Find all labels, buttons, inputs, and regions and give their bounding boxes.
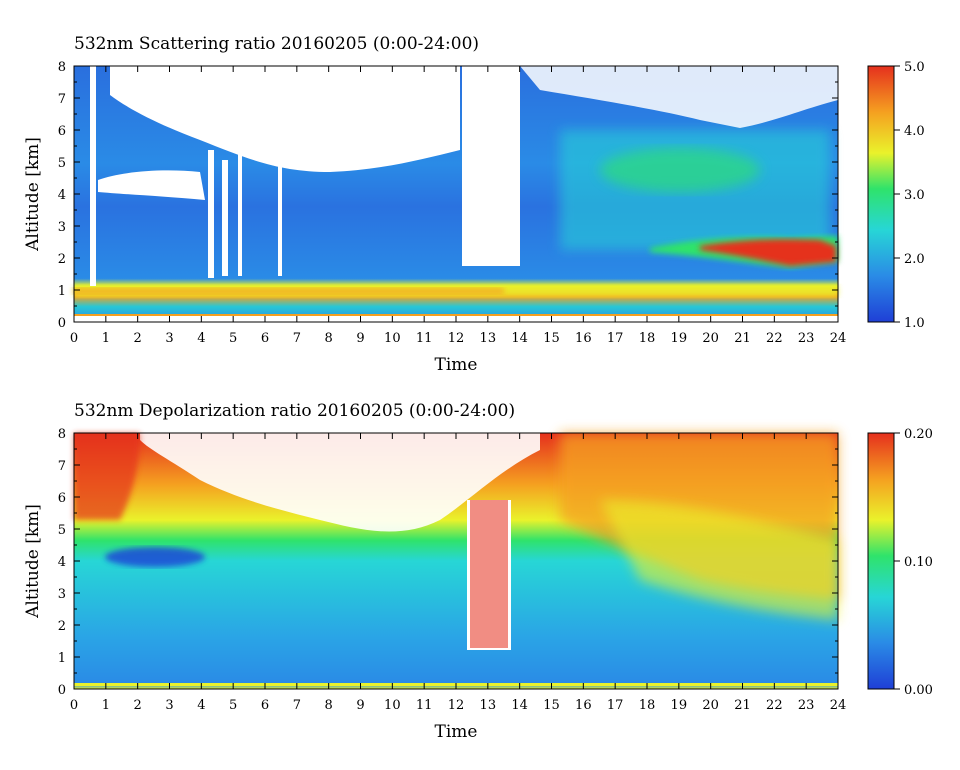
x-tick-label: 6	[261, 331, 269, 346]
x-tick-label: 9	[356, 331, 364, 346]
x-tick-label: 22	[766, 331, 783, 346]
panel-title: 532nm Depolarization ratio 20160205 (0:0…	[74, 401, 515, 421]
x-tick-label: 24	[830, 331, 847, 346]
x-tick-label: 2	[134, 698, 142, 713]
y-tick-label: 4	[58, 555, 66, 570]
colorbar-label: 1.0	[904, 316, 925, 331]
x-tick-label: 3	[165, 698, 173, 713]
y-tick-label: 5	[58, 523, 66, 538]
colorbar-label: 5.0	[904, 60, 925, 75]
colorbar-label: 0.10	[904, 555, 933, 570]
x-tick-label: 23	[798, 698, 815, 713]
x-tick-label: 21	[734, 331, 751, 346]
colorbar-label: 0.20	[904, 427, 933, 442]
x-tick-label: 18	[639, 331, 656, 346]
heatmap-plot-area	[74, 66, 838, 322]
colorbar: 0.00 0.10 0.20	[867, 427, 933, 698]
x-tick-label: 13	[480, 698, 497, 713]
x-tick-label: 20	[702, 331, 719, 346]
y-axis-ticks: 0 1 2 3 4 5 6 7 8	[58, 427, 838, 698]
x-tick-label: 4	[197, 698, 205, 713]
y-axis-label: Altitude [km]	[23, 504, 43, 619]
x-tick-label: 11	[416, 698, 433, 713]
x-tick-label: 13	[480, 331, 497, 346]
y-axis-ticks: 0 1 2 3 4 5 6 7 8	[58, 60, 838, 331]
y-tick-label: 4	[58, 188, 66, 203]
x-tick-label: 5	[229, 331, 237, 346]
x-tick-label: 4	[197, 331, 205, 346]
x-tick-label: 11	[416, 331, 433, 346]
x-tick-label: 19	[671, 698, 688, 713]
x-axis-ticks: 0 1 2 3 4 5 6 7 8 9 10 11 12 13 14 15 16 17 18 19 20 21 22 23 24	[70, 66, 846, 346]
x-tick-label: 7	[293, 698, 301, 713]
panel-depolarization-ratio: 532nm Depolarization ratio 20160205 (0:0…	[23, 401, 933, 742]
x-tick-label: 23	[798, 331, 815, 346]
y-tick-label: 2	[58, 619, 66, 634]
y-tick-label: 6	[58, 491, 66, 506]
y-tick-label: 1	[58, 284, 66, 299]
x-tick-label: 6	[261, 698, 269, 713]
x-tick-label: 21	[734, 698, 751, 713]
y-tick-label: 8	[58, 60, 66, 75]
x-tick-label: 0	[70, 331, 78, 346]
x-tick-label: 12	[448, 331, 465, 346]
panel-title: 532nm Scattering ratio 20160205 (0:00-24…	[74, 34, 479, 54]
colorbar-label: 4.0	[904, 124, 925, 139]
x-tick-label: 12	[448, 698, 465, 713]
x-axis-label: Time	[435, 355, 478, 375]
x-tick-label: 16	[575, 698, 592, 713]
panel-scattering-ratio: 532nm Scattering ratio 20160205 (0:00-24…	[23, 34, 925, 375]
x-tick-label: 8	[325, 331, 333, 346]
x-tick-label: 1	[102, 331, 110, 346]
x-tick-label: 5	[229, 698, 237, 713]
x-tick-label: 2	[134, 331, 142, 346]
x-tick-label: 7	[293, 331, 301, 346]
y-tick-label: 1	[58, 651, 66, 666]
y-tick-label: 8	[58, 427, 66, 442]
heatmap-plot-area	[74, 433, 838, 689]
y-tick-label: 0	[58, 316, 66, 331]
y-tick-label: 6	[58, 124, 66, 139]
x-tick-label: 0	[70, 698, 78, 713]
x-tick-label: 8	[325, 698, 333, 713]
x-tick-label: 19	[671, 331, 688, 346]
x-tick-label: 15	[543, 331, 560, 346]
x-tick-label: 3	[165, 331, 173, 346]
colorbar: 1.0 2.0 3.0 4.0 5.0	[867, 60, 925, 331]
x-axis-ticks: 0 1 2 3 4 5 6 7 8 9 10 11 12 13 14 15 16 17 18 19 20 21 22 23 24	[70, 433, 846, 713]
y-axis-label: Altitude [km]	[23, 137, 43, 252]
x-tick-label: 14	[511, 331, 528, 346]
x-tick-label: 17	[607, 698, 624, 713]
colorbar-label: 3.0	[904, 188, 925, 203]
y-tick-label: 3	[58, 220, 66, 235]
x-tick-label: 10	[384, 698, 401, 713]
x-tick-label: 9	[356, 698, 364, 713]
x-tick-label: 10	[384, 331, 401, 346]
x-tick-label: 15	[543, 698, 560, 713]
y-tick-label: 5	[58, 156, 66, 171]
x-tick-label: 20	[702, 698, 719, 713]
colorbar-label: 2.0	[904, 252, 925, 267]
x-tick-label: 18	[639, 698, 656, 713]
y-tick-label: 7	[58, 92, 66, 107]
x-axis-label: Time	[435, 722, 478, 742]
y-tick-label: 2	[58, 252, 66, 267]
x-tick-label: 17	[607, 331, 624, 346]
y-tick-label: 3	[58, 587, 66, 602]
x-tick-label: 14	[511, 698, 528, 713]
x-tick-label: 22	[766, 698, 783, 713]
x-tick-label: 1	[102, 698, 110, 713]
x-tick-label: 24	[830, 698, 847, 713]
y-tick-label: 7	[58, 459, 66, 474]
y-tick-label: 0	[58, 683, 66, 698]
x-tick-label: 16	[575, 331, 592, 346]
colorbar-label: 0.00	[904, 683, 933, 698]
